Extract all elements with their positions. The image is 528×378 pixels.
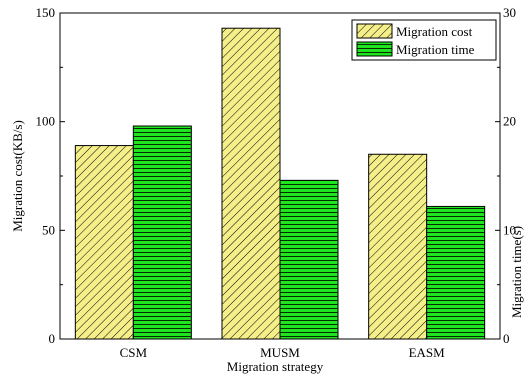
legend-swatch-cost <box>356 23 393 39</box>
y2-tick-label: 0 <box>503 331 510 346</box>
bar-time-csm <box>132 125 192 340</box>
y2-tick-label: 10 <box>503 222 516 237</box>
y-tick-label: 100 <box>36 114 56 129</box>
y2-tick-label: 30 <box>503 5 516 20</box>
bar-cost-csm <box>74 145 134 340</box>
bar-cost-easm <box>368 153 428 340</box>
y-tick-label: 0 <box>49 331 56 346</box>
legend-swatch-time <box>356 41 393 57</box>
y-tick-label: 150 <box>36 5 56 20</box>
bar-cost-musm <box>221 27 281 340</box>
legend-label-cost: Migration cost <box>396 24 473 39</box>
y-axis-title: Migration cost(KB/s) <box>10 120 25 232</box>
bars-group <box>74 27 486 340</box>
y2-axis-title: Migration time(s) <box>509 226 524 318</box>
x-tick-label: CSM <box>120 345 148 360</box>
y-tick-label: 50 <box>42 222 55 237</box>
x-axis-title: Migration strategy <box>227 359 324 374</box>
y2-tick-label: 20 <box>503 114 516 129</box>
bar-time-easm <box>426 205 486 340</box>
legend-label-time: Migration time <box>396 42 475 57</box>
right-axis: 0 10 20 30 <box>495 5 516 346</box>
left-axis: 0 50 100 150 <box>36 5 65 346</box>
x-axis: CSM MUSM EASM <box>120 335 446 360</box>
bar-time-musm <box>279 179 339 340</box>
x-tick-label: MUSM <box>260 345 300 360</box>
legend: Migration cost Migration time <box>351 19 497 61</box>
x-tick-label: EASM <box>409 345 446 360</box>
